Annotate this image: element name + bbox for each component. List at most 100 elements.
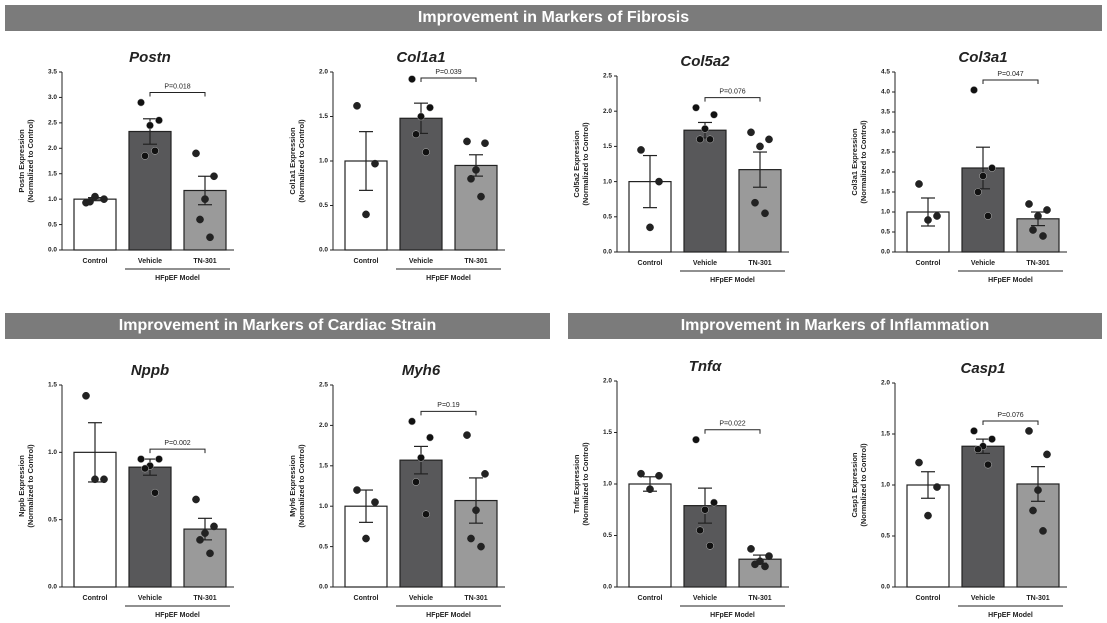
data-point <box>201 195 209 203</box>
data-point <box>412 478 420 486</box>
p-value: P=0.002 <box>164 440 190 447</box>
data-point <box>210 522 218 531</box>
y-tick-label: 2.0 <box>881 169 890 176</box>
p-bracket <box>982 79 1039 84</box>
y-tick-label: 0.0 <box>319 584 328 591</box>
error-bar <box>1031 466 1045 502</box>
group-label: HFpEF Model <box>155 612 200 619</box>
data-point <box>637 146 645 154</box>
y-tick-label: 2.5 <box>319 382 328 389</box>
p-bracket <box>704 429 761 434</box>
error-bar <box>359 489 373 523</box>
p-value: P=0.022 <box>719 421 745 428</box>
chart-title: Tnfα <box>689 358 722 375</box>
group-label: HFpEF Model <box>988 277 1033 284</box>
data-point <box>91 192 99 201</box>
x-tick-label: TN-301 <box>193 595 216 602</box>
data-point <box>751 198 759 207</box>
data-point <box>1029 506 1037 515</box>
data-point <box>933 483 941 491</box>
data-point <box>477 192 485 201</box>
p-bracket <box>704 97 761 102</box>
error-bar <box>698 487 712 524</box>
y-tick-label: 3.5 <box>881 109 890 116</box>
data-point <box>82 391 90 400</box>
y-tick-label: 1.0 <box>603 178 612 185</box>
data-point <box>137 455 145 463</box>
y-tick-label: 0.5 <box>48 516 57 523</box>
data-point <box>1043 450 1051 459</box>
data-point <box>1025 427 1033 435</box>
y-tick-label: 0.5 <box>881 229 890 236</box>
data-point <box>1039 232 1047 240</box>
data-point <box>100 475 108 484</box>
y-tick-label: 0.0 <box>881 249 890 256</box>
data-point <box>765 135 773 144</box>
y-tick-label: 2.0 <box>319 422 328 429</box>
data-point <box>756 142 764 151</box>
data-point <box>141 152 149 160</box>
p-bracket <box>420 410 477 416</box>
chart-title: Myh6 <box>402 362 441 379</box>
y-axis-label: Col1a1 Expression <box>288 127 297 195</box>
chart-title: Col1a1 <box>396 49 445 66</box>
x-tick-label: Vehicle <box>693 260 717 267</box>
y-tick-label: 1.0 <box>48 449 57 456</box>
y-tick-label: 0.0 <box>48 584 57 591</box>
y-tick-label: 0.5 <box>603 532 612 539</box>
y-tick-label: 1.5 <box>48 170 57 177</box>
data-point <box>362 210 370 219</box>
data-point <box>710 110 718 119</box>
y-tick-label: 1.5 <box>48 382 57 389</box>
y-tick-label: 0.0 <box>48 247 57 254</box>
x-tick-label: TN-301 <box>464 595 487 602</box>
y-tick-label: 1.0 <box>603 481 612 488</box>
bar <box>738 558 782 588</box>
x-tick-label: Vehicle <box>138 595 162 602</box>
chart-title: Col5a2 <box>680 53 730 70</box>
data-point <box>637 469 645 478</box>
y-tick-label: 2.0 <box>881 380 890 387</box>
y-tick-label: 4.0 <box>881 89 890 96</box>
data-point <box>915 180 923 188</box>
data-point <box>701 124 709 133</box>
data-point <box>761 209 769 218</box>
data-point <box>371 498 379 507</box>
y-axis-label: (Normalized to Control) <box>26 119 35 203</box>
y-axis-label: Col5a2 Expression <box>572 130 581 198</box>
data-point <box>924 511 932 520</box>
y-tick-label: 1.0 <box>319 158 328 165</box>
data-point <box>100 195 108 203</box>
y-tick-label: 1.0 <box>881 482 890 489</box>
x-tick-label: TN-301 <box>748 595 771 602</box>
y-tick-label: 1.0 <box>319 503 328 510</box>
y-tick-label: 1.5 <box>881 431 890 438</box>
bar <box>628 483 672 588</box>
y-tick-label: 4.5 <box>881 69 890 76</box>
data-point <box>481 470 489 478</box>
data-point <box>201 529 209 537</box>
data-point <box>701 505 709 514</box>
data-point <box>151 146 159 155</box>
y-axis-label: (Normalized to Control) <box>581 122 590 206</box>
y-axis-label: Casp1 Expression <box>850 452 859 517</box>
x-tick-label: Vehicle <box>971 595 995 602</box>
y-tick-label: 0.0 <box>319 247 328 254</box>
section-header: Improvement in Markers of Fibrosis <box>5 5 1102 31</box>
data-point <box>206 549 214 558</box>
p-value: P=0.076 <box>719 89 745 96</box>
y-axis-label: Myh6 Expression <box>288 455 297 517</box>
data-point <box>970 427 978 435</box>
data-point <box>1034 486 1042 494</box>
data-point <box>747 545 755 553</box>
data-point <box>988 435 996 443</box>
data-point <box>408 75 416 83</box>
x-tick-label: TN-301 <box>1026 595 1049 602</box>
data-point <box>710 498 718 507</box>
y-axis-label: (Normalized to Control) <box>581 442 590 526</box>
data-point <box>196 215 204 224</box>
data-point <box>984 460 992 469</box>
y-tick-label: 0.5 <box>319 202 328 209</box>
data-point <box>146 121 154 130</box>
data-point <box>417 112 425 121</box>
